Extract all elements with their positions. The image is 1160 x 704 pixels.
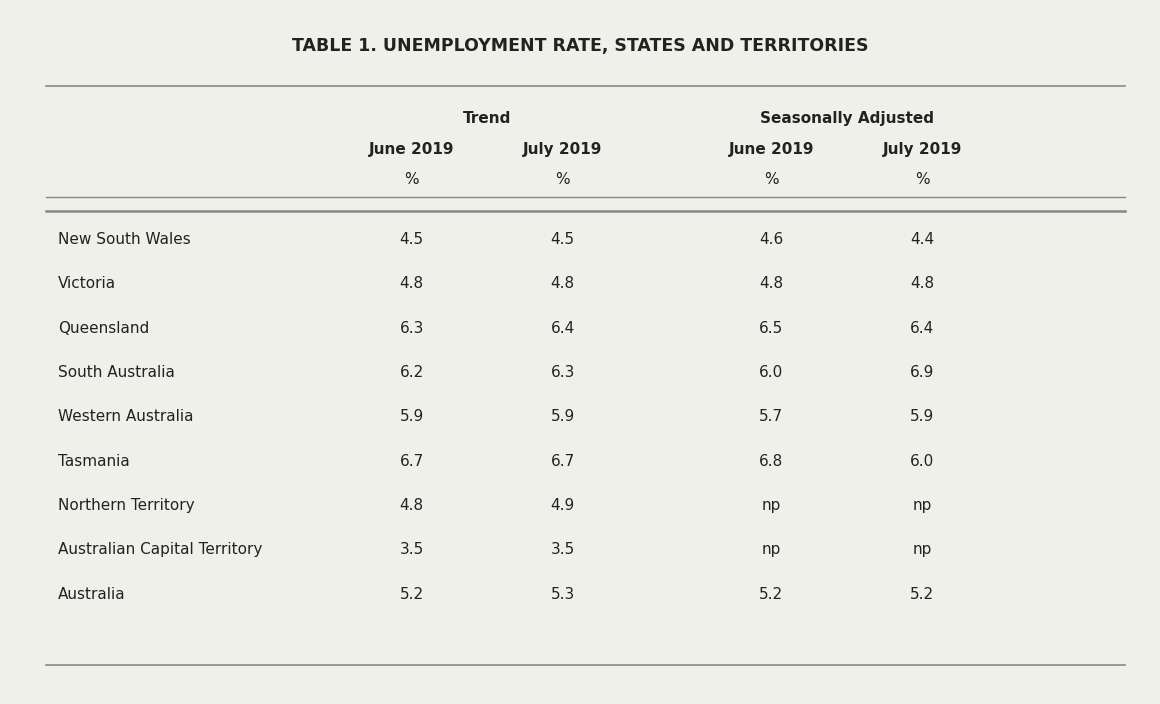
Text: South Australia: South Australia (58, 365, 175, 380)
Text: 6.3: 6.3 (550, 365, 575, 380)
Text: 4.8: 4.8 (551, 276, 574, 291)
Text: %: % (556, 172, 570, 187)
Text: 6.8: 6.8 (760, 453, 783, 469)
Text: July 2019: July 2019 (523, 142, 602, 157)
Text: 5.2: 5.2 (400, 586, 423, 602)
Text: Northern Territory: Northern Territory (58, 498, 195, 513)
Text: July 2019: July 2019 (883, 142, 962, 157)
Text: Trend: Trend (463, 111, 512, 126)
Text: np: np (762, 498, 781, 513)
Text: Australia: Australia (58, 586, 125, 602)
Text: 5.9: 5.9 (400, 409, 423, 425)
Text: 3.5: 3.5 (551, 542, 574, 558)
Text: 4.5: 4.5 (551, 232, 574, 247)
Text: %: % (764, 172, 778, 187)
Text: 5.9: 5.9 (911, 409, 934, 425)
Text: Queensland: Queensland (58, 320, 150, 336)
Text: 5.2: 5.2 (911, 586, 934, 602)
Text: 4.6: 4.6 (760, 232, 783, 247)
Text: 5.3: 5.3 (551, 586, 574, 602)
Text: 6.0: 6.0 (760, 365, 783, 380)
Text: 4.9: 4.9 (551, 498, 574, 513)
Text: Australian Capital Territory: Australian Capital Territory (58, 542, 262, 558)
Text: 4.5: 4.5 (400, 232, 423, 247)
Text: New South Wales: New South Wales (58, 232, 190, 247)
Text: 5.2: 5.2 (760, 586, 783, 602)
Text: 6.4: 6.4 (911, 320, 934, 336)
Text: %: % (405, 172, 419, 187)
Text: June 2019: June 2019 (369, 142, 455, 157)
Text: 5.9: 5.9 (551, 409, 574, 425)
Text: 5.7: 5.7 (760, 409, 783, 425)
Text: np: np (762, 542, 781, 558)
Text: 6.2: 6.2 (400, 365, 423, 380)
Text: 4.8: 4.8 (911, 276, 934, 291)
Text: np: np (913, 498, 931, 513)
Text: 6.7: 6.7 (400, 453, 423, 469)
Text: 6.3: 6.3 (399, 320, 425, 336)
Text: 4.8: 4.8 (400, 276, 423, 291)
Text: TABLE 1. UNEMPLOYMENT RATE, STATES AND TERRITORIES: TABLE 1. UNEMPLOYMENT RATE, STATES AND T… (292, 37, 868, 55)
Text: %: % (915, 172, 929, 187)
Text: June 2019: June 2019 (728, 142, 814, 157)
Text: Tasmania: Tasmania (58, 453, 130, 469)
Text: 6.7: 6.7 (551, 453, 574, 469)
Text: 6.9: 6.9 (909, 365, 935, 380)
Text: 6.5: 6.5 (760, 320, 783, 336)
Text: 4.8: 4.8 (760, 276, 783, 291)
Text: 4.8: 4.8 (400, 498, 423, 513)
Text: Western Australia: Western Australia (58, 409, 194, 425)
Text: 6.0: 6.0 (911, 453, 934, 469)
Text: Seasonally Adjusted: Seasonally Adjusted (760, 111, 934, 126)
Text: 3.5: 3.5 (400, 542, 423, 558)
Text: 6.4: 6.4 (551, 320, 574, 336)
Text: Victoria: Victoria (58, 276, 116, 291)
Text: 4.4: 4.4 (911, 232, 934, 247)
Text: np: np (913, 542, 931, 558)
